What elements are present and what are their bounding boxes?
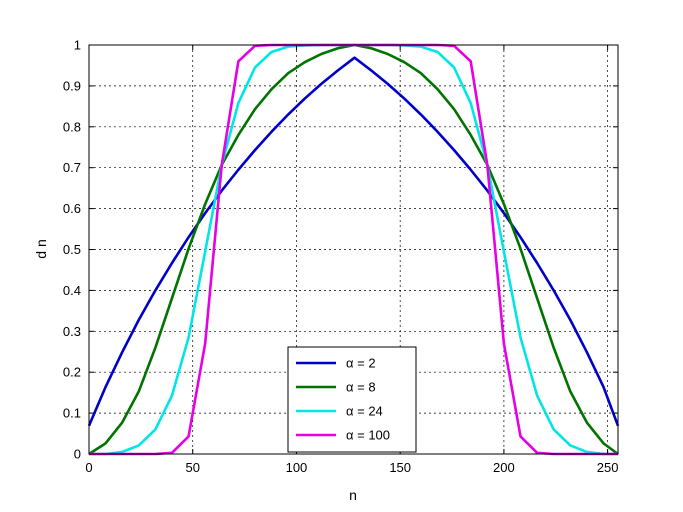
y-axis-label: d n xyxy=(33,239,49,258)
x-tick-label: 200 xyxy=(493,460,515,475)
y-tick-label: 0.6 xyxy=(63,201,81,216)
legend-label: α = 8 xyxy=(346,380,376,395)
y-tick-label: 0.5 xyxy=(63,242,81,257)
legend-label: α = 100 xyxy=(346,428,390,443)
x-tick-label: 100 xyxy=(286,460,308,475)
legend-label: α = 24 xyxy=(346,404,383,419)
legend: α = 2 α = 8 α = 24 α = 100 xyxy=(287,346,417,453)
y-tick-label: 0.2 xyxy=(63,365,81,380)
y-tick-label: 0.9 xyxy=(63,78,81,93)
y-tick-label: 0.3 xyxy=(63,324,81,339)
y-tick-label: 0.4 xyxy=(63,283,81,298)
legend-label: α = 2 xyxy=(346,356,376,371)
y-tick-label: 1 xyxy=(74,38,81,53)
x-tick-label: 250 xyxy=(597,460,619,475)
series-line-0 xyxy=(87,56,620,427)
y-tick-label: 0 xyxy=(74,447,81,462)
x-tick-label: 150 xyxy=(389,460,411,475)
x-tick-label: 0 xyxy=(85,460,92,475)
y-tick-label: 0.8 xyxy=(63,119,81,134)
y-tick-label: 0.1 xyxy=(63,406,81,421)
y-tick-label: 0.7 xyxy=(63,160,81,175)
x-tick-label: 50 xyxy=(185,460,199,475)
axis-ticks: 0 50 100 150 200 250 0 0.1 0.2 0.3 0.4 0.5 0.6 0.7 0.8… xyxy=(63,38,619,476)
x-axis-label: n xyxy=(349,487,357,503)
